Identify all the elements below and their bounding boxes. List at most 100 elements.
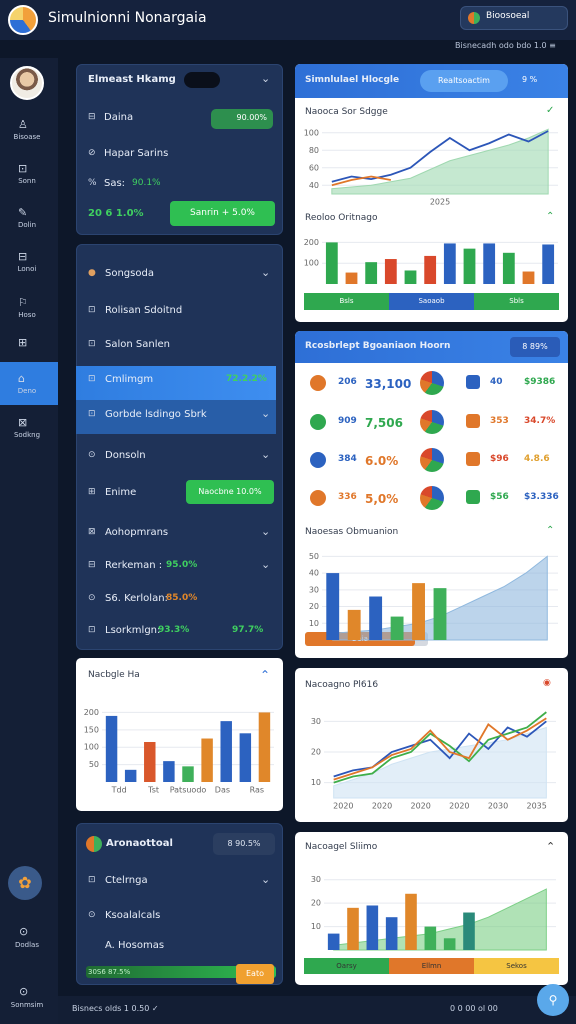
metric-value: 33,100 [365, 377, 412, 391]
icon: ⊡ [88, 339, 96, 349]
icon: ⌄ [261, 72, 271, 85]
icon: ⚐ [18, 296, 28, 309]
legend-segment[interactable]: Sbls [474, 293, 559, 310]
row-label[interactable]: Donsoln [105, 450, 146, 461]
bar [463, 912, 475, 950]
sidebar-label[interactable]: Hoso [18, 311, 36, 319]
icon: ◉ [543, 678, 551, 688]
bar [390, 616, 404, 640]
x-tick-label: 2020 [449, 802, 469, 811]
row-highlight [76, 400, 276, 434]
bar [366, 905, 379, 950]
row-value: 90.1% [132, 178, 161, 188]
metric-icon [310, 375, 326, 391]
fab[interactable]: ⚲ [537, 984, 569, 1016]
bar [327, 933, 340, 950]
icon: ⊡ [88, 374, 96, 384]
bar [239, 733, 252, 782]
bar [385, 917, 398, 950]
row-label[interactable]: Rolisan Sdoitnd [105, 305, 183, 316]
bar [347, 609, 361, 640]
account-name: Bioosoeal [486, 11, 530, 21]
row-label[interactable]: S6. Kerlolan: [105, 593, 168, 604]
icon: ⊡ [88, 875, 96, 885]
bar [365, 262, 378, 284]
action-button[interactable]: Eato [236, 964, 274, 984]
chart-subtitle: Naoesas Obmuanion [305, 527, 399, 537]
row-label[interactable]: Songsoda [105, 268, 154, 279]
bar [424, 926, 437, 950]
sidebar-label[interactable]: Deno [17, 387, 37, 395]
sidebar-label[interactable]: Sodkng [13, 431, 41, 439]
row-label[interactable]: Cmlimgm [105, 374, 154, 385]
sidebar-action[interactable]: ✿ [8, 866, 42, 900]
y-tick-label: 100 [84, 743, 99, 752]
bar [502, 252, 515, 284]
legend-segment[interactable]: Oarsy [304, 958, 389, 974]
icon: ⌃ [546, 211, 555, 222]
sidebar-label[interactable]: Sonmsim [10, 1001, 44, 1009]
row-label[interactable]: Lsorkmlgn: [105, 625, 161, 636]
area [333, 888, 547, 951]
row-label[interactable]: Ksoalalcals [105, 910, 161, 921]
row-value: 93.3% [158, 625, 190, 635]
sidebar-label[interactable]: Dolin [18, 221, 36, 229]
metric-value: 40 [490, 377, 503, 387]
bar [163, 761, 175, 782]
legend-segment[interactable]: Saoaob [389, 293, 474, 310]
row-label[interactable]: Salon Sanlen [105, 339, 170, 350]
y-tick-label: 100 [304, 128, 319, 137]
action-button[interactable]: Sanrin + 5.0% [170, 201, 275, 226]
bar [522, 271, 535, 284]
icon: ⊙ [19, 925, 29, 938]
badge: 8 89% [510, 337, 560, 357]
x-tick-label: 2035 [526, 802, 546, 811]
sidebar-label[interactable]: Dodlas [15, 941, 39, 949]
y-tick-label: 20 [309, 602, 319, 611]
pill[interactable]: Realtsoactim [420, 70, 508, 92]
metric-value: 909 [338, 416, 357, 426]
icon: ⌄ [261, 448, 271, 461]
metric-value: 384 [338, 454, 357, 464]
bar [424, 255, 437, 284]
row-active [76, 366, 276, 400]
y-tick-label: 40 [309, 181, 319, 190]
metric-value: 4.8.6 [524, 454, 550, 464]
x-tick-label: 2020 [372, 802, 392, 811]
sidebar-label[interactable]: Sonn [18, 177, 36, 185]
toggle[interactable] [184, 72, 220, 88]
action-button[interactable]: Naocbne 10.0% [186, 480, 274, 504]
y-tick-label: 20 [311, 899, 321, 908]
area [331, 128, 549, 195]
icon: ⌄ [261, 407, 271, 420]
icon: ⊟ [88, 112, 96, 122]
x-tick-label: Ras [250, 786, 264, 795]
metric-value: 34.7% [524, 416, 556, 426]
row-label[interactable]: Aohopmrans [105, 527, 169, 538]
row-label[interactable]: Enime [105, 487, 137, 498]
icon: ⊞ [18, 336, 28, 349]
row-label[interactable]: Rerkeman : [105, 560, 163, 571]
metric-value: 206 [338, 377, 357, 387]
x-tick-label: 2020 [410, 802, 430, 811]
icon: ⌃ [260, 668, 271, 682]
row-label[interactable]: Ctelrnga [105, 875, 148, 886]
legend-segment[interactable]: Ellmn [389, 958, 474, 974]
metric-value: 7,506 [365, 416, 403, 430]
bar [345, 272, 358, 284]
y-tick-label: 80 [309, 146, 319, 155]
icon: ✓ [546, 105, 555, 116]
legend-segment[interactable]: Bsls [304, 293, 389, 310]
icon: ⌄ [261, 266, 271, 279]
bar [220, 721, 232, 782]
row-value: 85.0% [166, 593, 198, 603]
sidebar-label[interactable]: Bisoase [13, 133, 41, 141]
bar [463, 248, 476, 284]
legend-segment[interactable]: Sekos [474, 958, 559, 974]
badge: 9 % [522, 75, 538, 84]
row-label[interactable]: Gorbde lsdingo Sbrk [105, 409, 207, 420]
mini-chart: 10 20 30 [311, 875, 556, 951]
sidebar-label[interactable]: Lonoi [17, 265, 37, 273]
row-label[interactable]: A. Hosomas [105, 940, 165, 951]
